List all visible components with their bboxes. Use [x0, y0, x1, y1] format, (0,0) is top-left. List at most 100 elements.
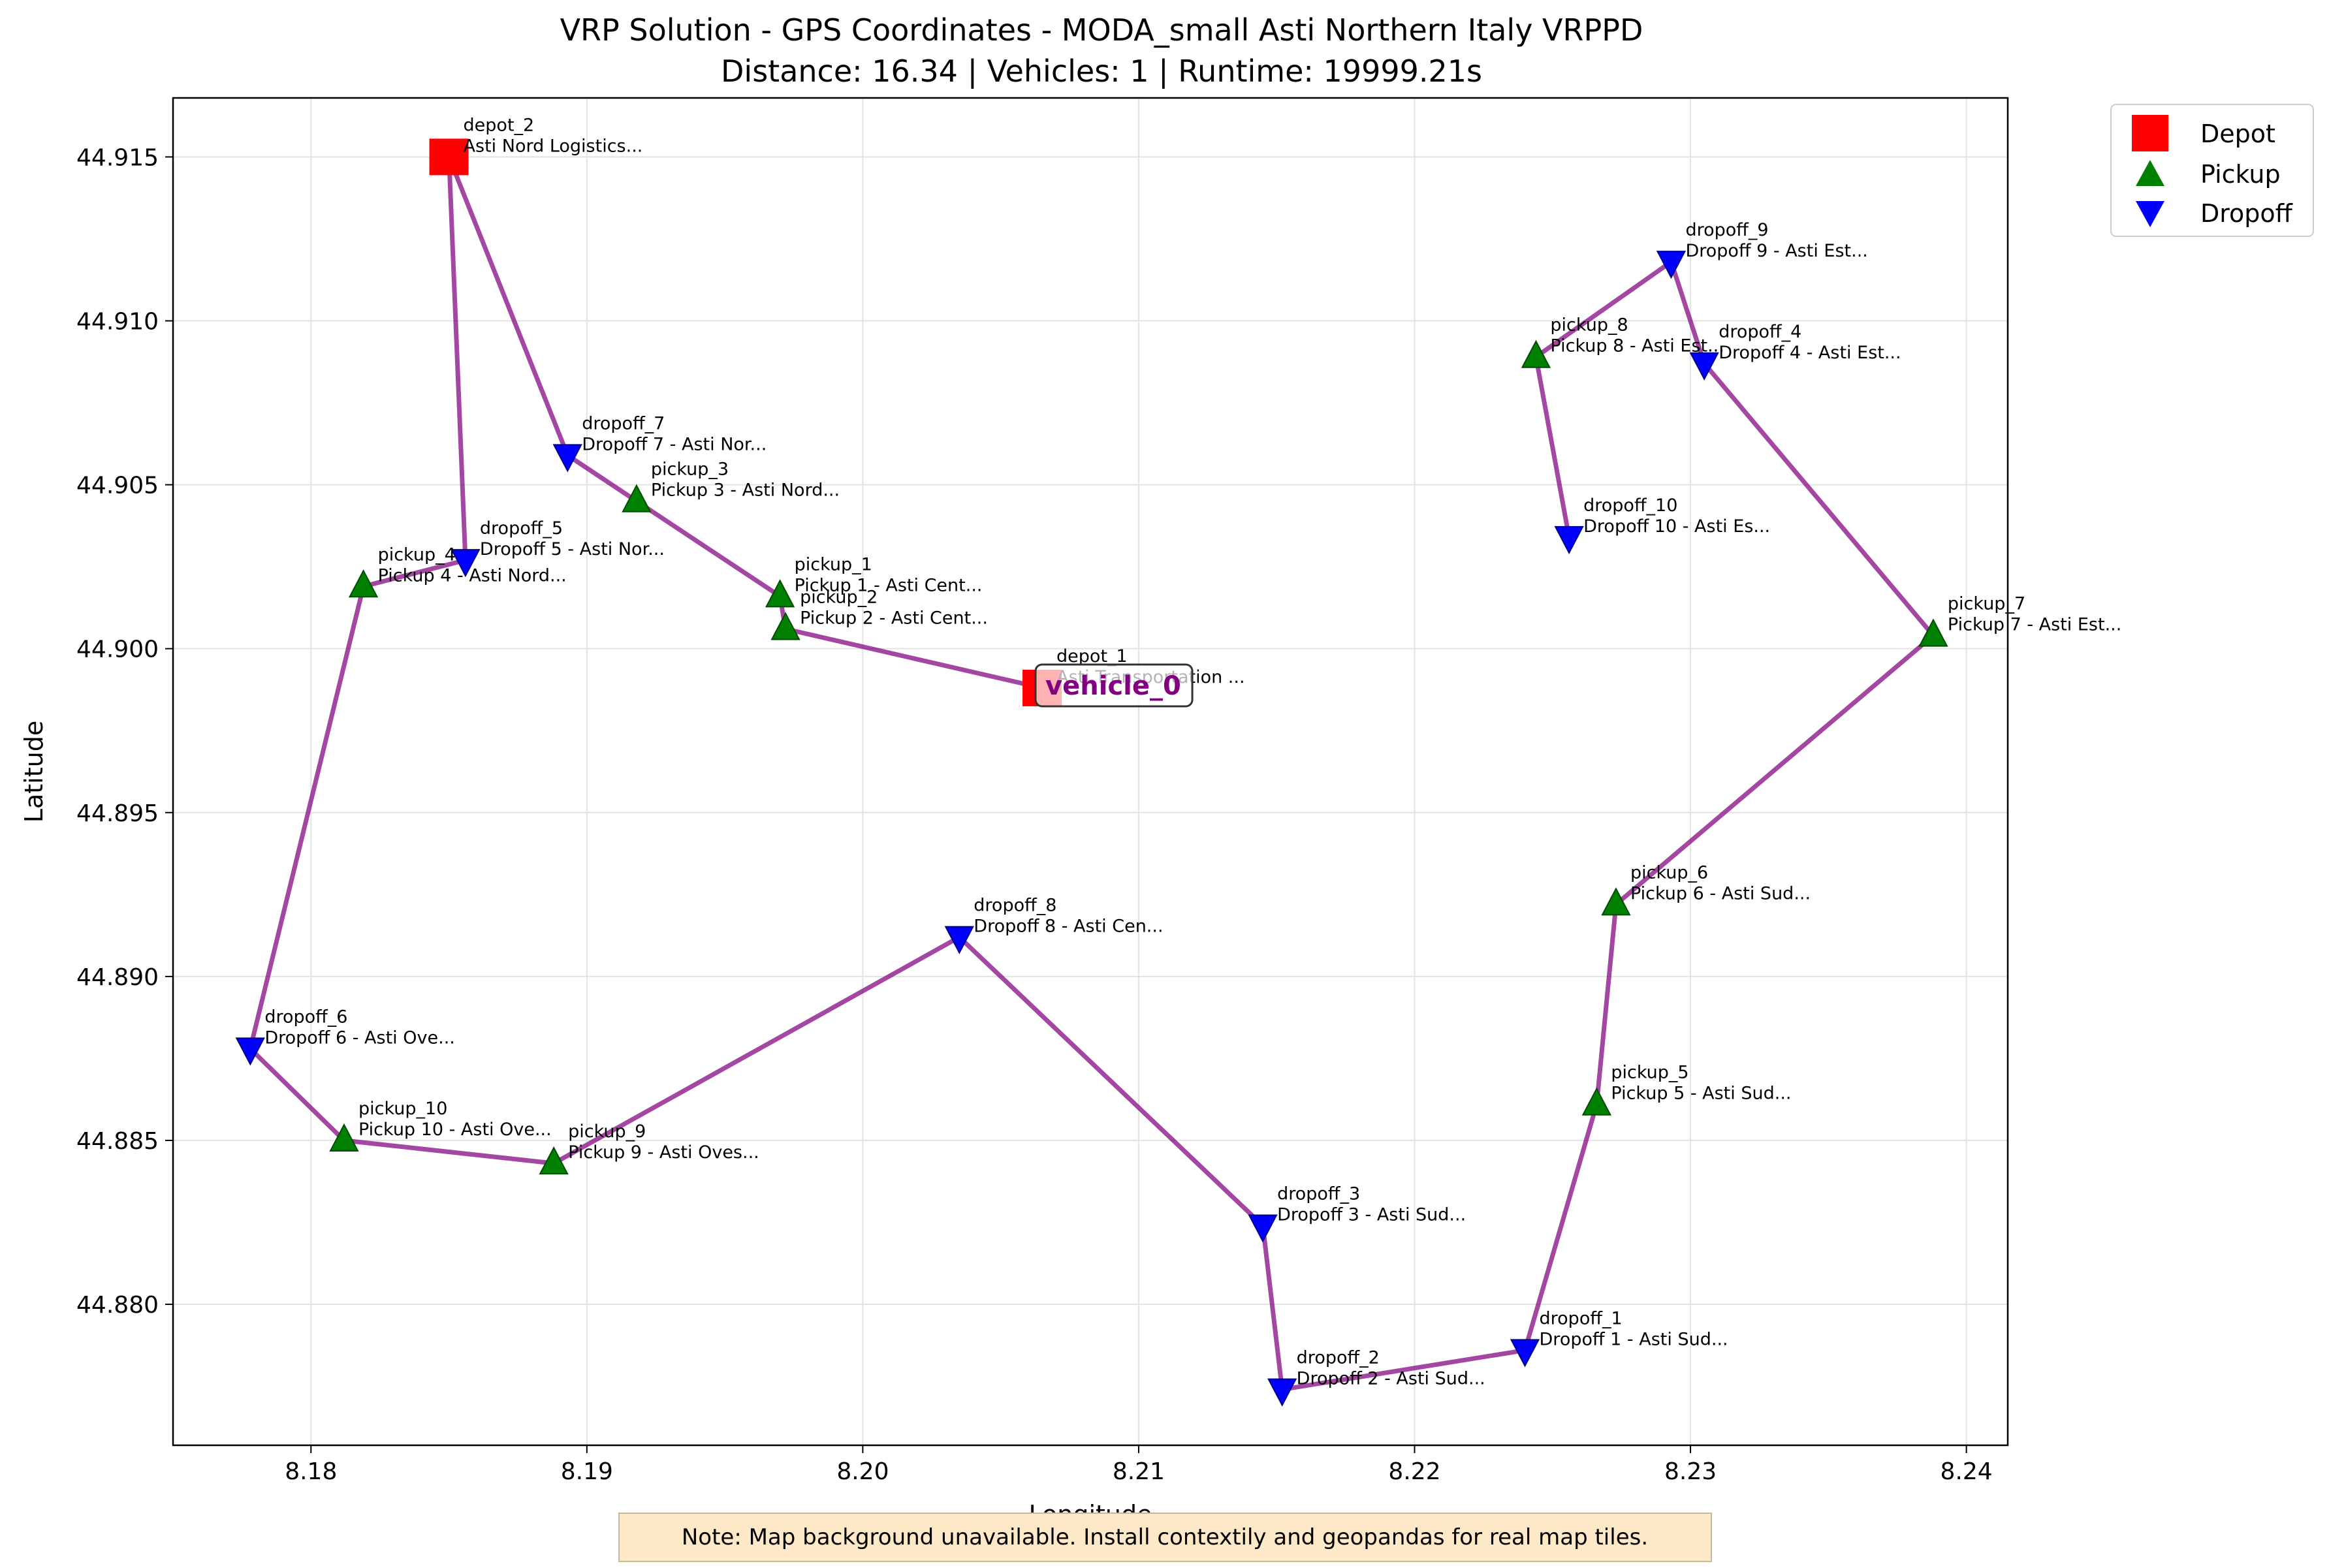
- x-ticks: 8.18 8.19 8.20 8.21 8.22 8.23 8.24: [285, 1445, 1993, 1485]
- dropoff_3-marker: [1248, 1214, 1278, 1243]
- y-tick-label: 44.880: [76, 1292, 159, 1319]
- pickup_2-label: pickup_2: [800, 588, 878, 608]
- x-tick-label: 8.24: [1941, 1458, 1993, 1485]
- note-background: [618, 1513, 1712, 1562]
- plot-frame: [172, 97, 2009, 1447]
- dropoff_7-marker: [552, 444, 582, 473]
- note-text: Note: Map background unavailable. Instal…: [682, 1524, 1648, 1550]
- route-lines: [247, 154, 1936, 1392]
- depot_2-description: Asti Nord Logistics...: [464, 136, 643, 156]
- dropoff_1-label: dropoff_1: [1540, 1308, 1623, 1328]
- dropoff_8-description: Dropoff 8 - Asti Cen...: [974, 917, 1163, 937]
- pickup_5-label: pickup_5: [1611, 1063, 1688, 1083]
- legend-dropoff-label: Dropoff: [2200, 199, 2293, 228]
- route-line-vehicle_0: [247, 154, 1936, 1392]
- pickup_4-description: Pickup 4 - Asti Nord...: [378, 565, 567, 586]
- legend-depot-marker: [2132, 115, 2168, 151]
- dropoff_8-label: dropoff_8: [974, 896, 1056, 916]
- pickup_8-marker: [1521, 339, 1551, 368]
- pickup_1-label: pickup_1: [795, 554, 872, 574]
- note-box: Note: Map background unavailable. Instal…: [618, 1513, 1712, 1562]
- x-tick-label: 8.23: [1664, 1458, 1717, 1485]
- dropoff_2-marker: [1267, 1378, 1297, 1407]
- dropoff_4-marker: [1689, 352, 1719, 381]
- pickup_10-description: Pickup 10 - Asti Ove...: [358, 1120, 552, 1140]
- x-tick-label: 8.18: [285, 1458, 337, 1485]
- pickup_8-label: pickup_8: [1550, 315, 1628, 336]
- dropoff_7-label: dropoff_7: [582, 413, 665, 433]
- depot_2-label: depot_2: [464, 115, 535, 135]
- pickup_7-marker: [1918, 618, 1948, 647]
- depot_1-label: depot_1: [1056, 646, 1128, 666]
- y-axis-label: Latitude: [20, 721, 48, 823]
- vehicle-labels: vehicle_0: [1034, 663, 1194, 708]
- pickup_2-description: Pickup 2 - Asti Cent...: [800, 608, 988, 629]
- pickup_6-marker: [1601, 887, 1631, 916]
- pickup_9-description: Pickup 9 - Asti Oves...: [568, 1142, 759, 1163]
- vehicle-label: vehicle_0: [1045, 671, 1181, 701]
- chart-subtitle: Distance: 16.34 | Vehicles: 1 | Runtime:…: [721, 54, 1482, 89]
- legend-pickup-marker: [2136, 160, 2164, 186]
- dropoff_8-marker: [944, 926, 974, 954]
- vehicle-label-box: [1034, 663, 1194, 708]
- dropoff_3-label: dropoff_3: [1277, 1184, 1360, 1204]
- pickup_7-description: Pickup 7 - Asti Est...: [1948, 615, 2121, 635]
- grid-lines: [173, 98, 2008, 1445]
- legend-pickup-label: Pickup: [2200, 160, 2281, 189]
- pickup_1-description: Pickup 1 - Asti Cent...: [795, 575, 983, 595]
- pickup_1-marker: [765, 579, 795, 608]
- stop-labels: depot_1Asti Transportation ...depot_2Ast…: [264, 115, 2121, 1388]
- dropoff_6-label: dropoff_6: [264, 1007, 347, 1027]
- pickup_7-label: pickup_7: [1948, 594, 2025, 614]
- dropoff_10-label: dropoff_10: [1583, 495, 1677, 516]
- legend-dropoff-marker: [2136, 201, 2164, 227]
- pickup_5-description: Pickup 5 - Asti Sud...: [1611, 1084, 1791, 1104]
- pickup_10-label: pickup_10: [358, 1099, 447, 1119]
- x-tick-label: 8.21: [1113, 1458, 1165, 1485]
- dropoff_2-description: Dropoff 2 - Asti Sud...: [1297, 1369, 1485, 1389]
- y-tick-label: 44.905: [76, 473, 159, 499]
- y-tick-label: 44.890: [76, 964, 159, 991]
- dropoff_10-marker: [1554, 525, 1584, 555]
- y-tick-label: 44.915: [76, 144, 159, 171]
- pickup_3-marker: [622, 484, 652, 512]
- y-tick-label: 44.885: [76, 1128, 159, 1155]
- dropoff_1-marker: [1510, 1339, 1540, 1368]
- dropoff_3-description: Dropoff 3 - Asti Sud...: [1277, 1205, 1466, 1225]
- dropoff_4-description: Dropoff 4 - Asti Est...: [1719, 343, 1901, 363]
- legend-depot-label: Depot: [2200, 119, 2275, 148]
- dropoff_6-description: Dropoff 6 - Asti Ove...: [264, 1027, 455, 1048]
- dropoff_4-label: dropoff_4: [1719, 322, 1801, 342]
- dropoff_5-description: Dropoff 5 - Asti Nor...: [480, 539, 665, 559]
- pickup_6-label: pickup_6: [1630, 862, 1708, 883]
- pickup_3-label: pickup_3: [651, 460, 729, 480]
- y-ticks: 44.880 44.885 44.890 44.895 44.900 44.905 44.9…: [76, 144, 173, 1319]
- pickup_4-label: pickup_4: [378, 544, 456, 565]
- dropoff_9-label: dropoff_9: [1685, 220, 1768, 240]
- dropoff_1-description: Dropoff 1 - Asti Sud...: [1540, 1329, 1728, 1349]
- pickup_10-marker: [329, 1123, 359, 1152]
- pickup_4-marker: [348, 569, 379, 598]
- y-tick-label: 44.910: [76, 308, 159, 335]
- pickup_2-marker: [770, 612, 800, 640]
- dropoff_9-description: Dropoff 9 - Asti Est...: [1685, 241, 1867, 261]
- pickup_3-description: Pickup 3 - Asti Nord...: [651, 480, 840, 501]
- dropoff_2-label: dropoff_2: [1297, 1348, 1380, 1368]
- depot_2-marker: [429, 138, 469, 176]
- x-tick-label: 8.19: [561, 1458, 613, 1485]
- dropoff_7-description: Dropoff 7 - Asti Nor...: [582, 434, 767, 454]
- dropoff_10-description: Dropoff 10 - Asti Es...: [1583, 516, 1770, 537]
- x-tick-label: 8.22: [1388, 1458, 1440, 1485]
- x-tick-label: 8.20: [836, 1458, 889, 1485]
- dropoff_6-marker: [235, 1037, 265, 1066]
- y-tick-label: 44.895: [76, 800, 159, 827]
- pickup_8-description: Pickup 8 - Asti Est...: [1550, 336, 1724, 356]
- dropoff_5-label: dropoff_5: [480, 518, 563, 539]
- pickup_6-description: Pickup 6 - Asti Sud...: [1630, 883, 1811, 903]
- dropoff_9-marker: [1656, 251, 1687, 279]
- legend: Depot Pickup Dropoff: [2110, 104, 2314, 237]
- pickup_9-marker: [539, 1146, 569, 1175]
- pickup_5-marker: [1581, 1087, 1612, 1116]
- chart-title: VRP Solution - GPS Coordinates - MODA_sm…: [560, 12, 1643, 48]
